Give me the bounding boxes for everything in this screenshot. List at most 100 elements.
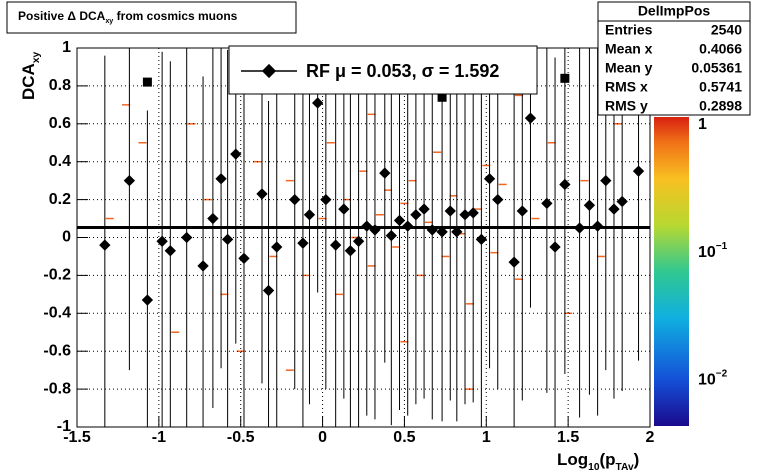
- data-point: [583, 199, 596, 211]
- y-tick-label: 0.6: [49, 115, 71, 132]
- y-tick-label: -0.8: [43, 380, 71, 397]
- stats-title: DelImpPos: [638, 3, 711, 19]
- y-tick-label: -1: [57, 418, 71, 435]
- z-tick-label: 10−2: [698, 368, 728, 389]
- z-label-base: 10: [698, 372, 716, 389]
- y-tick-label: 1: [62, 39, 71, 56]
- square-point: [437, 92, 447, 102]
- z-label-base: 1: [698, 116, 707, 133]
- z-label-exponent: −1: [716, 241, 728, 252]
- z-tick-label: 10−1: [698, 241, 728, 262]
- data-point: [262, 284, 275, 297]
- x-tick-label: 0: [318, 429, 327, 446]
- legend-marker: [261, 63, 277, 79]
- legend-text: RF μ = 0.053, σ = 1.592: [306, 61, 499, 81]
- text-part: Log: [557, 450, 588, 469]
- chart-title: Positive Δ DCAxy from cosmics muons: [18, 9, 238, 25]
- data-point: [459, 209, 471, 221]
- stats-value: 0.4066: [699, 41, 742, 57]
- stats-label: RMS y: [605, 98, 648, 114]
- data-point: [197, 260, 209, 272]
- data-point: [451, 226, 463, 238]
- square-point: [142, 77, 152, 87]
- data-point: [492, 193, 504, 206]
- grid-layer: -1.5 -1 -0.5 0 0.5 1 1.5 2-1-0.8-0.6-0.4-0.200.…: [43, 39, 727, 446]
- data-point: [207, 212, 219, 225]
- marks-layer: [77, 73, 650, 306]
- data-point: [467, 207, 479, 219]
- legend-box: [228, 45, 538, 95]
- stats-label: RMS x: [605, 79, 648, 95]
- y-tick-label: 0.8: [49, 77, 71, 94]
- subscript: xy: [105, 16, 113, 25]
- cells-layer: [105, 66, 622, 390]
- z-label-exponent: −2: [716, 368, 728, 379]
- stats-value: 0.5741: [699, 79, 742, 95]
- data-point: [221, 233, 234, 246]
- square-point: [560, 73, 570, 83]
- stats-label: Mean x: [605, 41, 653, 57]
- data-point: [330, 239, 342, 251]
- data-point: [632, 165, 645, 177]
- data-point: [508, 256, 520, 268]
- x-tick-label: -0.5: [227, 429, 255, 446]
- subscript: TAv: [616, 462, 634, 473]
- x-tick-label: 0.5: [393, 429, 415, 446]
- data-point: [379, 167, 391, 179]
- text-part: (p: [600, 450, 616, 469]
- subscript: 10: [588, 462, 600, 473]
- data-point: [215, 173, 227, 185]
- data-point: [600, 174, 612, 187]
- y-tick-label: -0.6: [43, 342, 71, 359]
- title-box: [6, 1, 297, 34]
- x-tick-label: -1.5: [63, 429, 91, 446]
- text-part: ): [634, 450, 640, 469]
- data-point: [164, 245, 176, 257]
- x-axis-label: Log10(pTAv): [557, 450, 639, 472]
- data-point: [516, 205, 528, 217]
- color-bar: [654, 117, 689, 426]
- data-point: [436, 226, 448, 238]
- data-point: [141, 294, 154, 306]
- z-tick-label: 1: [698, 116, 707, 133]
- z-label-base: 10: [698, 244, 716, 261]
- data-point: [297, 237, 309, 249]
- stats-value: 0.05361: [691, 60, 742, 76]
- data-point: [549, 241, 561, 253]
- y-tick-label: -0.4: [43, 305, 71, 322]
- y-tick-label: 0.4: [49, 153, 71, 170]
- text-part: from cosmics muons: [113, 9, 237, 23]
- data-point: [320, 193, 332, 206]
- data-point: [271, 241, 283, 253]
- stats-value: 2540: [711, 22, 742, 38]
- x-tick-label: 2: [646, 429, 655, 446]
- data-point: [181, 231, 193, 244]
- data-point: [393, 214, 406, 227]
- data-point: [559, 178, 571, 191]
- subscript: xy: [31, 51, 42, 63]
- data-point: [444, 205, 456, 217]
- data-point: [352, 235, 365, 247]
- data-point: [616, 195, 628, 208]
- stats-label: Entries: [605, 22, 653, 38]
- data-point: [410, 209, 422, 221]
- data-point: [238, 252, 250, 265]
- stats-value: 0.2898: [699, 98, 742, 114]
- x-tick-label: -1: [152, 429, 166, 446]
- y-tick-label: 0.2: [49, 191, 71, 208]
- data-point: [483, 173, 496, 185]
- y-tick-label: 0: [62, 229, 71, 246]
- text-part: DCA: [19, 63, 38, 100]
- data-point: [418, 203, 430, 215]
- data-point: [256, 188, 268, 200]
- y-axis-label: DCAxy: [19, 51, 41, 100]
- data-point: [475, 233, 488, 246]
- data-point: [608, 203, 620, 215]
- data-point: [156, 235, 168, 247]
- stats-rows: Entries 2540 Mean x 0.4066 Mean y 0.05361 RMS …: [605, 22, 742, 114]
- x-tick-label: 1.5: [557, 429, 579, 446]
- y-tick-label: -0.2: [43, 267, 71, 284]
- data-point: [123, 174, 136, 187]
- stats-label: Mean y: [605, 60, 653, 76]
